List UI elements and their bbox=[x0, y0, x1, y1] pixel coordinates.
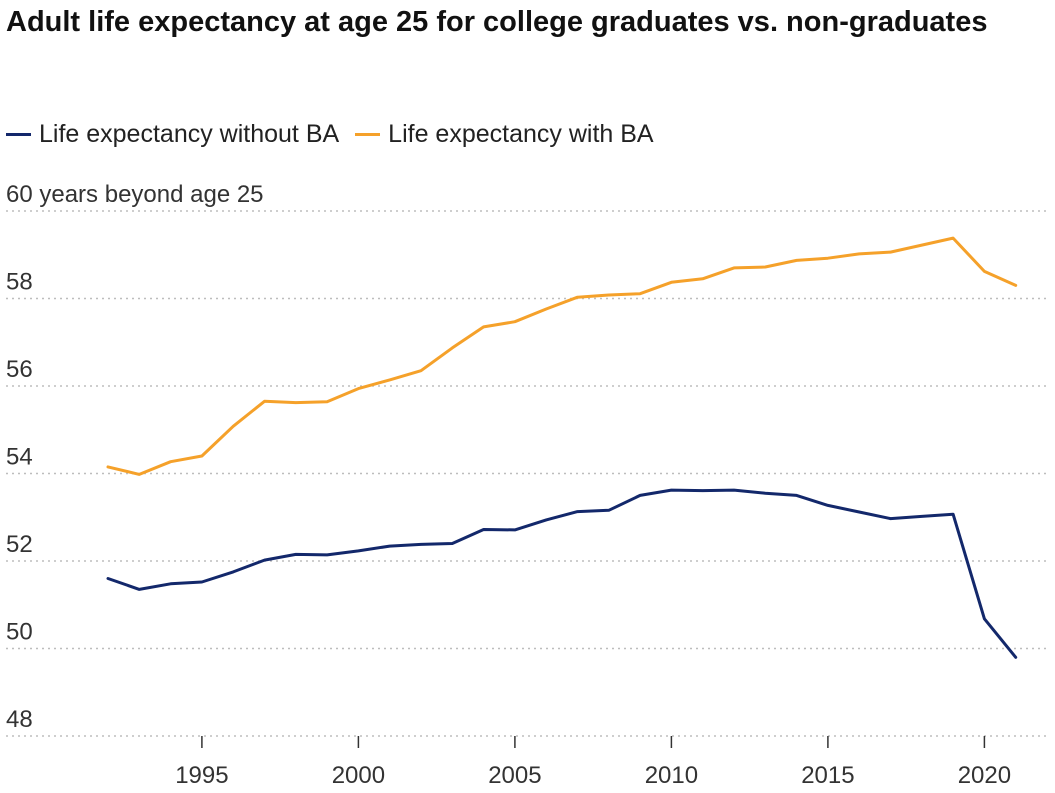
y-tick-label: 52 bbox=[6, 531, 33, 558]
chart-legend: Life expectancy without BA Life expectan… bbox=[6, 116, 670, 152]
chart-title: Adult life expectancy at age 25 for coll… bbox=[6, 6, 988, 38]
legend-swatch-without-ba bbox=[6, 132, 31, 136]
legend-label-without-ba: Life expectancy without BA bbox=[39, 119, 340, 148]
y-tick-label: 56 bbox=[6, 356, 33, 383]
series-line-without-ba bbox=[106, 488, 1018, 659]
y-axis-ticks: 48 50 52 54 56 58 bbox=[6, 269, 33, 734]
x-axis-ticks: 1995 2000 2005 2010 2015 2020 bbox=[175, 736, 1011, 789]
legend-swatch-with-ba bbox=[355, 132, 381, 136]
series-line-with-ba bbox=[106, 236, 1018, 476]
y-tick-label: 54 bbox=[6, 444, 33, 471]
y-tick-label: 48 bbox=[6, 706, 33, 733]
legend-item-with-ba: Life expectancy with BA bbox=[355, 119, 654, 149]
x-tick-label: 2015 bbox=[801, 762, 854, 789]
y-axis-label: 60 years beyond age 25 bbox=[6, 181, 264, 208]
x-tick-label: 1995 bbox=[175, 762, 228, 789]
x-tick-label: 2010 bbox=[645, 762, 698, 789]
gridlines bbox=[6, 210, 1049, 737]
legend-label-with-ba: Life expectancy with BA bbox=[388, 119, 654, 148]
series-lines bbox=[106, 236, 1018, 659]
legend-item-without-ba: Life expectancy without BA bbox=[6, 120, 339, 149]
x-tick-label: 2005 bbox=[488, 762, 541, 789]
x-tick-label: 2020 bbox=[958, 762, 1011, 789]
x-tick-label: 2000 bbox=[332, 762, 385, 789]
y-tick-label: 50 bbox=[6, 619, 33, 646]
y-tick-label: 58 bbox=[6, 269, 33, 296]
